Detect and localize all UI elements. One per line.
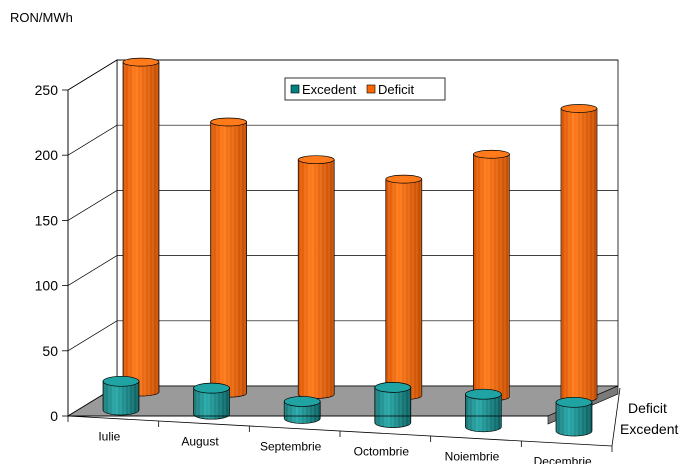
legend-swatch (366, 84, 376, 94)
legend-label: Deficit (378, 82, 415, 97)
back-wall (116, 59, 619, 387)
excedent-bar (374, 382, 412, 428)
gridline-side (67, 124, 118, 156)
excedent-bar-shade (103, 381, 139, 415)
deficit-bar (122, 57, 160, 397)
deficit-bar (385, 174, 423, 400)
deficit-bar (210, 117, 247, 398)
gridline-side (67, 320, 118, 352)
x-tick-label: Noiembrie (445, 450, 500, 464)
excedent-bar-shade (556, 402, 592, 436)
excedent-bar (555, 396, 593, 437)
y-tick-label: 250 (35, 82, 59, 98)
depth-label: Deficit (628, 400, 667, 416)
gridline-side (67, 255, 118, 286)
excedent-bar-top (283, 396, 321, 407)
chart-axes: 0 50 100 150 200 250 RON/MWh Iulie August Septemb… (10, 10, 678, 464)
excedent-bar-shade (465, 394, 502, 432)
excedent-bar-top (465, 388, 502, 400)
gridline-side (67, 190, 118, 221)
y-axis-label: RON/MWh (10, 10, 73, 25)
y-tick-label: 200 (35, 147, 59, 163)
legend-swatch (290, 84, 300, 94)
deficit-bar (473, 149, 510, 402)
deficit-bar-top (122, 57, 160, 67)
depth-axis (611, 387, 621, 447)
deficit-bar-shade (123, 62, 159, 396)
x-tick-label: August (181, 435, 219, 449)
x-axis-slant (67, 415, 613, 447)
legend-label: Excedent (302, 82, 357, 97)
excedent-bar (283, 396, 321, 424)
excedent-series (102, 375, 593, 437)
excedent-bar (102, 375, 140, 416)
deficit-bar-shade (298, 159, 335, 399)
excedent-bar-top (555, 396, 593, 408)
excedent-bar-shade (193, 388, 230, 420)
deficit-bar-shade (385, 179, 422, 400)
deficit-bar-top (560, 104, 598, 113)
excedent-bar (465, 388, 502, 433)
deficit-series (122, 57, 598, 403)
excedent-bar-shade (374, 387, 411, 428)
y-tick-label: 100 (35, 278, 59, 294)
y-tick-label: 150 (35, 212, 59, 228)
deficit-bar-shade (210, 121, 247, 398)
legend-box (284, 77, 446, 101)
deficit-bar-shade (561, 108, 597, 403)
depth-label: Excedent (620, 421, 678, 437)
deficit-bar-top (297, 155, 335, 165)
excedent-bar-top (102, 375, 140, 387)
deficit-bar (297, 155, 335, 399)
excedent-bar-shade (284, 401, 321, 424)
deficit-bar-top (210, 117, 247, 127)
x-tick-label: Octombrie (354, 445, 410, 459)
excedent-bar-top (374, 382, 412, 393)
x-tick-label: Decembrie (534, 455, 592, 464)
x-tick-label: Septembrie (260, 440, 322, 454)
deficit-bar-top (473, 149, 510, 159)
x-tick-label: Iulie (98, 430, 120, 444)
y-tick-label: 50 (42, 343, 58, 359)
legend: Excedent Deficit (284, 77, 446, 101)
excedent-bar (193, 382, 230, 420)
y-tick-label: 0 (50, 408, 58, 424)
deficit-bar (560, 104, 598, 403)
deficit-bar-shade (473, 154, 510, 401)
excedent-bar-top (193, 382, 230, 394)
side-wall (67, 59, 118, 417)
gridline-side (67, 59, 118, 91)
deficit-bar-top (385, 174, 423, 184)
